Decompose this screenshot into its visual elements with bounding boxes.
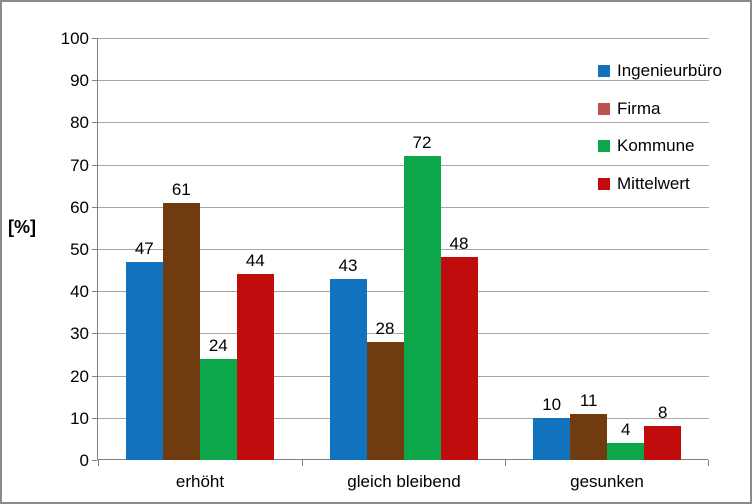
- x-axis-tick-3: [708, 460, 709, 466]
- x-axis-tick-1: [302, 460, 303, 466]
- bar-value-label: 48: [449, 234, 469, 254]
- bar-Mittelwert-gleich bleibend: [440, 257, 478, 460]
- bar-value-label: 28: [375, 318, 395, 338]
- legend-label: Mittelwert: [617, 173, 690, 193]
- y-axis-tick-label-20: 20: [70, 367, 89, 386]
- bar-Kommune-erhöht: [199, 358, 237, 460]
- y-axis-tick-label-40: 40: [70, 282, 89, 301]
- bar-Mittelwert-erhöht: [236, 274, 274, 460]
- bar-value-label: 72: [412, 133, 432, 153]
- x-axis-category-label: gleich bleibend: [347, 472, 461, 491]
- bar-Ingenieurbüro-erhöht: [125, 261, 163, 460]
- legend-label: Ingenieurbüro: [617, 61, 722, 80]
- x-axis-category-label: gesunken: [570, 472, 644, 491]
- bar-Kommune-gesunken: [607, 443, 645, 460]
- gridline-90: [98, 80, 709, 81]
- y-axis-tick-30: [92, 333, 97, 334]
- bar-Firma-gleich bleibend: [366, 341, 404, 460]
- y-axis-tick-label-50: 50: [70, 240, 89, 259]
- gridline-80: [98, 122, 709, 123]
- y-axis-title: [%]: [8, 217, 36, 237]
- y-axis-tick-label-90: 90: [70, 71, 89, 90]
- x-axis-category-label: erhöht: [175, 472, 225, 491]
- y-axis-tick-40: [92, 291, 97, 292]
- gridline-100: [98, 38, 709, 39]
- legend-item-Kommune: Kommune: [598, 136, 694, 156]
- bar-value-label: 4: [620, 420, 631, 440]
- bar-Ingenieurbüro-gesunken: [533, 417, 571, 460]
- bar-value-label: 44: [245, 251, 265, 271]
- y-axis-tick-80: [92, 122, 97, 123]
- y-axis-tick-label-60: 60: [70, 198, 89, 217]
- x-axis-tick-0: [98, 460, 99, 466]
- y-axis-tick-label-100: 100: [60, 29, 89, 48]
- x-axis-tick-2: [505, 460, 506, 466]
- bar-value-label: 8: [657, 403, 668, 423]
- y-axis-tick-label-0: 0: [79, 451, 89, 470]
- bar-value-label: 43: [338, 255, 358, 275]
- bar-value-label: 10: [542, 394, 562, 414]
- plot-area: 0 10 20 30 40 50 60 70 80 90 100 47 61 24 44 erhöht 43 28…: [61, 29, 709, 491]
- bar-Mittelwert-gesunken: [644, 426, 682, 460]
- bar-value-label: 11: [579, 390, 598, 410]
- bar-Ingenieurbüro-gleich bleibend: [329, 278, 367, 460]
- y-axis-tick-label-10: 10: [70, 409, 89, 428]
- y-axis-tick-10: [92, 418, 97, 419]
- y-axis-tick-20: [92, 376, 97, 377]
- y-axis-tick-70: [92, 165, 97, 166]
- y-axis-tick-50: [92, 249, 97, 250]
- legend-label: Kommune: [617, 136, 695, 155]
- bar-Firma-erhöht: [162, 202, 200, 460]
- bar-value-label: 24: [208, 335, 228, 355]
- legend-swatch-Ingenieurbüro: [598, 65, 610, 77]
- y-axis-tick-60: [92, 207, 97, 208]
- legend-swatch-Mittelwert: [598, 177, 610, 190]
- legend-item-Firma: Firma: [598, 99, 660, 119]
- bar-Kommune-gleich bleibend: [403, 156, 441, 460]
- y-axis-tick-100: [92, 38, 97, 39]
- legend-swatch-Firma: [598, 102, 610, 115]
- y-axis-tick-label-70: 70: [70, 156, 89, 175]
- bar-value-label: 47: [134, 238, 154, 258]
- legend: Ingenieurbüro Firma Kommune Mittelwert: [598, 2, 748, 262]
- y-axis-tick-label-30: 30: [70, 324, 89, 343]
- bar-Firma-gesunken: [570, 413, 608, 460]
- legend-label: Firma: [617, 98, 661, 118]
- y-axis-tick-90: [92, 80, 97, 81]
- y-axis-tick-label-80: 80: [70, 113, 89, 132]
- legend-item-Mittelwert: Mittelwert: [598, 174, 690, 194]
- y-axis-tick-0: [92, 460, 97, 461]
- legend-swatch-Kommune: [598, 140, 610, 152]
- legend-item-Ingenieurbüro: Ingenieurbüro: [598, 61, 722, 81]
- bar-value-label: 61: [171, 179, 191, 199]
